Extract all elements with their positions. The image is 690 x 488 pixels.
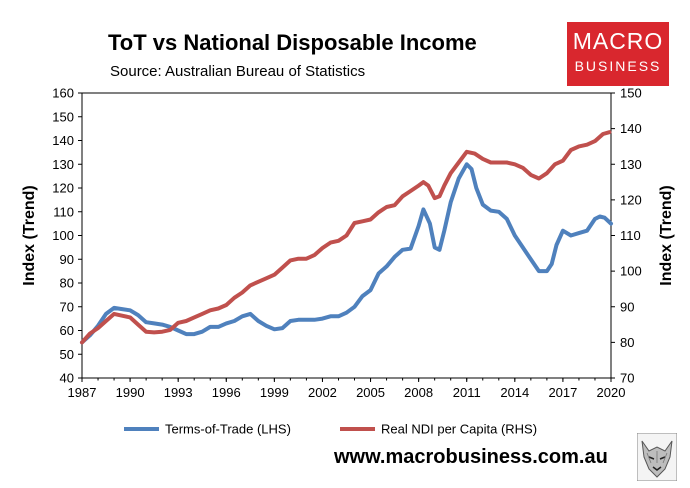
y-left-tick-label: 70 — [60, 299, 74, 314]
y-left-tick-label: 90 — [60, 252, 74, 267]
x-tick-label: 1987 — [68, 385, 97, 400]
y-left-tick-label: 40 — [60, 371, 74, 386]
chart-title: ToT vs National Disposable Income — [108, 30, 477, 55]
x-tick-label: 2011 — [453, 385, 481, 400]
y-left-tick-label: 60 — [60, 323, 74, 338]
logo-line1: MACRO — [572, 28, 664, 54]
y-right-tick-label: 80 — [620, 335, 634, 350]
y-left-tick-label: 150 — [52, 109, 74, 124]
x-tick-label: 1996 — [212, 385, 241, 400]
y-left-tick-label: 80 — [60, 276, 74, 291]
y-right-tick-label: 110 — [620, 228, 641, 243]
y-left-tick-label: 110 — [53, 204, 74, 219]
chart-subtitle: Source: Australian Bureau of Statistics — [110, 63, 366, 80]
x-tick-label: 2020 — [597, 385, 626, 400]
y-left-tick-label: 50 — [60, 347, 74, 362]
y-left-axis-title: Index (Trend) — [21, 185, 38, 285]
x-tick-label: 1990 — [116, 385, 145, 400]
x-tick-label: 2008 — [404, 385, 433, 400]
logo-line2: BUSINESS — [574, 58, 662, 74]
y-right-tick-label: 140 — [620, 121, 642, 136]
y-right-tick-label: 100 — [620, 264, 642, 279]
y-left-tick-label: 120 — [52, 181, 74, 196]
x-tick-label: 2014 — [500, 385, 529, 400]
y-left-tick-label: 100 — [52, 228, 74, 243]
x-tick-label: 2005 — [356, 385, 385, 400]
y-left-tick-label: 160 — [52, 86, 74, 101]
x-tick-label: 1999 — [260, 385, 289, 400]
legend-label: Real NDI per Capita (RHS) — [381, 422, 537, 437]
footer-url: www.macrobusiness.com.au — [334, 446, 608, 468]
y-right-tick-label: 70 — [620, 371, 634, 386]
x-tick-label: 1993 — [164, 385, 193, 400]
legend-label: Terms-of-Trade (LHS) — [165, 422, 291, 437]
y-right-tick-label: 90 — [620, 299, 634, 314]
y-right-tick-label: 120 — [620, 192, 642, 207]
y-left-tick-label: 130 — [52, 157, 74, 172]
x-tick-label: 2017 — [548, 385, 577, 400]
macrobusiness-logo: MACRO BUSINESS — [567, 22, 669, 86]
y-right-axis-title: Index (Trend) — [658, 185, 675, 285]
y-right-tick-label: 130 — [620, 157, 642, 172]
series-line-terms-of-trade — [80, 162, 613, 345]
x-tick-label: 2002 — [308, 385, 337, 400]
y-left-tick-label: 140 — [52, 133, 74, 148]
series-line-real-ndi — [80, 130, 612, 345]
y-right-tick-label: 150 — [620, 86, 642, 101]
wolf-logo-icon — [637, 433, 677, 481]
